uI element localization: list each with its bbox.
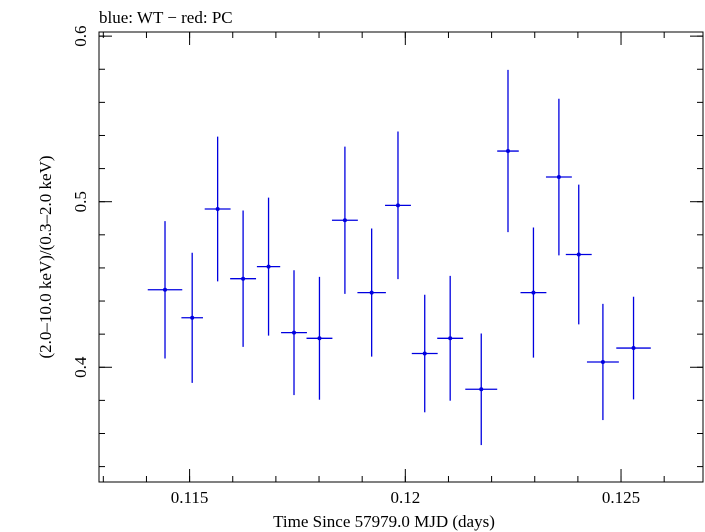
x-axis-label: Time Since 57979.0 MJD (days) xyxy=(273,512,495,531)
point-marker xyxy=(600,359,605,364)
point-marker xyxy=(556,175,561,180)
data-points xyxy=(147,69,651,446)
point-marker xyxy=(190,315,195,320)
data-point xyxy=(306,276,333,400)
data-point xyxy=(230,210,257,347)
data-point xyxy=(385,131,411,280)
point-marker xyxy=(422,351,427,356)
plot-frame xyxy=(98,31,704,483)
data-point xyxy=(256,197,281,336)
data-point xyxy=(281,270,307,396)
point-marker xyxy=(241,276,246,281)
y-tick-label: 0.6 xyxy=(71,26,90,47)
data-point xyxy=(616,296,651,400)
data-point xyxy=(357,228,386,357)
x-tick-label: 0.125 xyxy=(602,488,640,507)
x-tick-label: 0.12 xyxy=(390,488,420,507)
y-tick-label: 0.4 xyxy=(71,356,90,378)
data-point xyxy=(437,275,464,401)
point-marker xyxy=(292,330,297,335)
data-point xyxy=(497,69,519,233)
y-axis-label: (2.0–10.0 keV)/(0.3–2.0 keV) xyxy=(36,155,55,358)
point-marker xyxy=(479,387,484,392)
y-tick-label: 0.5 xyxy=(71,191,90,212)
data-point xyxy=(565,184,592,325)
x-tick-label: 0.115 xyxy=(171,488,209,507)
chart-title: blue: WT − red: PC xyxy=(99,8,233,27)
point-marker xyxy=(531,290,536,295)
point-marker xyxy=(215,206,220,211)
point-marker xyxy=(266,264,271,269)
point-marker xyxy=(342,218,347,223)
point-marker xyxy=(631,346,636,351)
point-marker xyxy=(448,336,453,341)
data-point xyxy=(331,146,358,294)
point-marker xyxy=(395,203,400,208)
data-point xyxy=(545,98,572,256)
data-point xyxy=(586,303,619,421)
point-marker xyxy=(317,336,322,341)
point-marker xyxy=(163,287,168,292)
data-point xyxy=(181,252,203,383)
plot-axes: 0.115 0.12 0.125 0.4 0.5 0.6 xyxy=(71,26,704,507)
point-marker xyxy=(369,290,374,295)
data-point xyxy=(204,136,231,282)
point-marker xyxy=(576,252,581,257)
data-point xyxy=(147,221,183,359)
data-point xyxy=(411,294,438,413)
point-marker xyxy=(505,149,510,154)
data-point xyxy=(465,333,498,446)
data-point xyxy=(520,227,547,358)
